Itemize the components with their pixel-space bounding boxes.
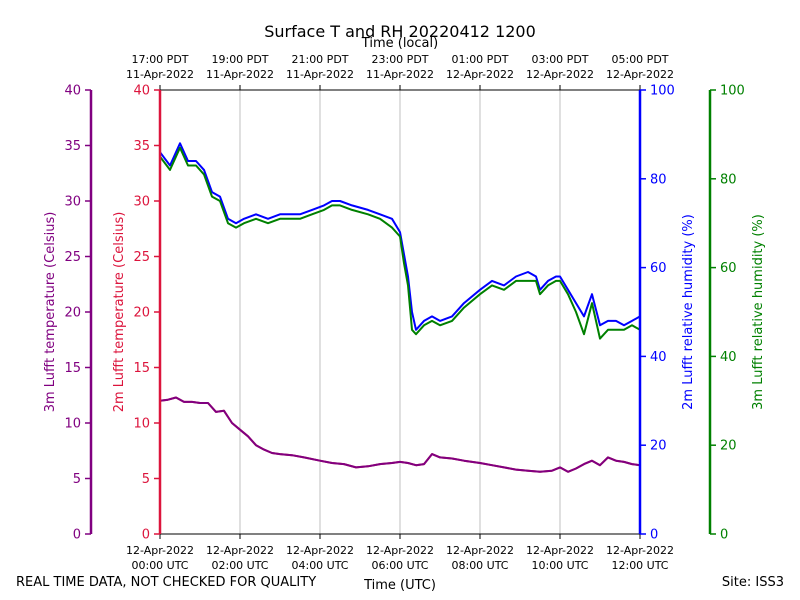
y-tick-label: 35 <box>133 139 150 154</box>
y-tick-label: 25 <box>64 250 81 265</box>
x-tick-label-bottom-time: 10:00 UTC <box>531 559 588 572</box>
y-tick-label: 10 <box>64 417 81 432</box>
y-tick-label: 5 <box>73 472 81 487</box>
y-axis-label: 2m Lufft relative humidity (%) <box>681 214 696 410</box>
y-tick-label: 60 <box>720 261 737 276</box>
x-tick-label-top-date: 11-Apr-2022 <box>206 68 274 81</box>
series-line <box>159 146 641 340</box>
x-tick-label-top-time: 23:00 PDT <box>371 53 428 66</box>
y-tick-label: 0 <box>73 528 81 543</box>
y-tick-label: 0 <box>720 528 728 543</box>
y-axis-label: 3m Lufft relative humidity (%) <box>751 214 766 410</box>
y-axis-label: 3m Lufft temperature (Celsius) <box>43 212 58 413</box>
x-tick-label-bottom-time: 04:00 UTC <box>291 559 348 572</box>
x-tick-label-bottom-date: 12-Apr-2022 <box>446 544 514 557</box>
bottom-axis-title: Time (UTC) <box>363 578 436 593</box>
y-tick-label: 100 <box>650 84 675 99</box>
y-tick-label: 40 <box>720 350 737 365</box>
y-tick-label: 0 <box>650 528 658 543</box>
y-tick-label: 25 <box>133 250 150 265</box>
y-tick-label: 0 <box>142 528 150 543</box>
x-tick-label-bottom-date: 12-Apr-2022 <box>206 544 274 557</box>
x-tick-label-top-date: 11-Apr-2022 <box>286 68 354 81</box>
x-tick-label-bottom-time: 06:00 UTC <box>371 559 428 572</box>
x-tick-label-top-time: 17:00 PDT <box>131 53 188 66</box>
x-tick-label-bottom-time: 02:00 UTC <box>211 559 268 572</box>
x-tick-label-bottom-date: 12-Apr-2022 <box>366 544 434 557</box>
y-tick-label: 15 <box>64 361 81 376</box>
series-line <box>159 142 641 331</box>
top-axis-title: Time (local) <box>361 36 438 51</box>
y-tick-label: 20 <box>64 306 81 321</box>
x-tick-label-top-time: 05:00 PDT <box>611 53 668 66</box>
y-tick-label: 80 <box>720 172 737 187</box>
x-tick-label-top-date: 12-Apr-2022 <box>446 68 514 81</box>
x-tick-label-top-time: 03:00 PDT <box>531 53 588 66</box>
x-tick-label-top-time: 21:00 PDT <box>291 53 348 66</box>
x-tick-label-bottom-time: 08:00 UTC <box>451 559 508 572</box>
y-tick-label: 100 <box>720 84 745 99</box>
x-tick-label-top-date: 11-Apr-2022 <box>126 68 194 81</box>
y-tick-label: 20 <box>720 439 737 454</box>
y-tick-label: 5 <box>142 472 150 487</box>
x-tick-label-top-date: 11-Apr-2022 <box>366 68 434 81</box>
x-tick-label-bottom-time: 00:00 UTC <box>131 559 188 572</box>
quality-disclaimer: REAL TIME DATA, NOT CHECKED FOR QUALITY <box>16 575 317 590</box>
y-tick-label: 40 <box>133 84 150 99</box>
y-tick-label: 30 <box>133 195 150 210</box>
x-tick-label-top-date: 12-Apr-2022 <box>606 68 674 81</box>
x-tick-label-bottom-time: 12:00 UTC <box>611 559 668 572</box>
chart-title: Surface T and RH 20220412 1200 <box>264 22 536 41</box>
x-tick-label-top-date: 12-Apr-2022 <box>526 68 594 81</box>
y-tick-label: 30 <box>64 195 81 210</box>
y-tick-label: 40 <box>64 84 81 99</box>
grid-layer <box>239 90 561 534</box>
y-tick-label: 35 <box>64 139 81 154</box>
axes-layer: 12-Apr-2022 00:00 UTC 17:00 PDT 11-Apr-2022… <box>43 53 766 572</box>
x-tick-label-bottom-date: 12-Apr-2022 <box>526 544 594 557</box>
y-tick-label: 15 <box>133 361 150 376</box>
y-tick-label: 20 <box>650 439 667 454</box>
x-tick-label-bottom-date: 12-Apr-2022 <box>606 544 674 557</box>
x-tick-label-top-time: 01:00 PDT <box>451 53 508 66</box>
y-axis-label: 2m Lufft temperature (Celsius) <box>112 212 127 413</box>
x-tick-label-bottom-date: 12-Apr-2022 <box>126 544 194 557</box>
x-tick-label-top-time: 19:00 PDT <box>211 53 268 66</box>
y-tick-label: 40 <box>650 350 667 365</box>
site-label: Site: ISS3 <box>721 575 784 590</box>
series-line <box>159 396 641 473</box>
y-tick-label: 80 <box>650 172 667 187</box>
x-tick-label-bottom-date: 12-Apr-2022 <box>286 544 354 557</box>
y-tick-label: 20 <box>133 306 150 321</box>
y-tick-label: 10 <box>133 417 150 432</box>
y-tick-label: 60 <box>650 261 667 276</box>
series-layer <box>159 142 641 473</box>
